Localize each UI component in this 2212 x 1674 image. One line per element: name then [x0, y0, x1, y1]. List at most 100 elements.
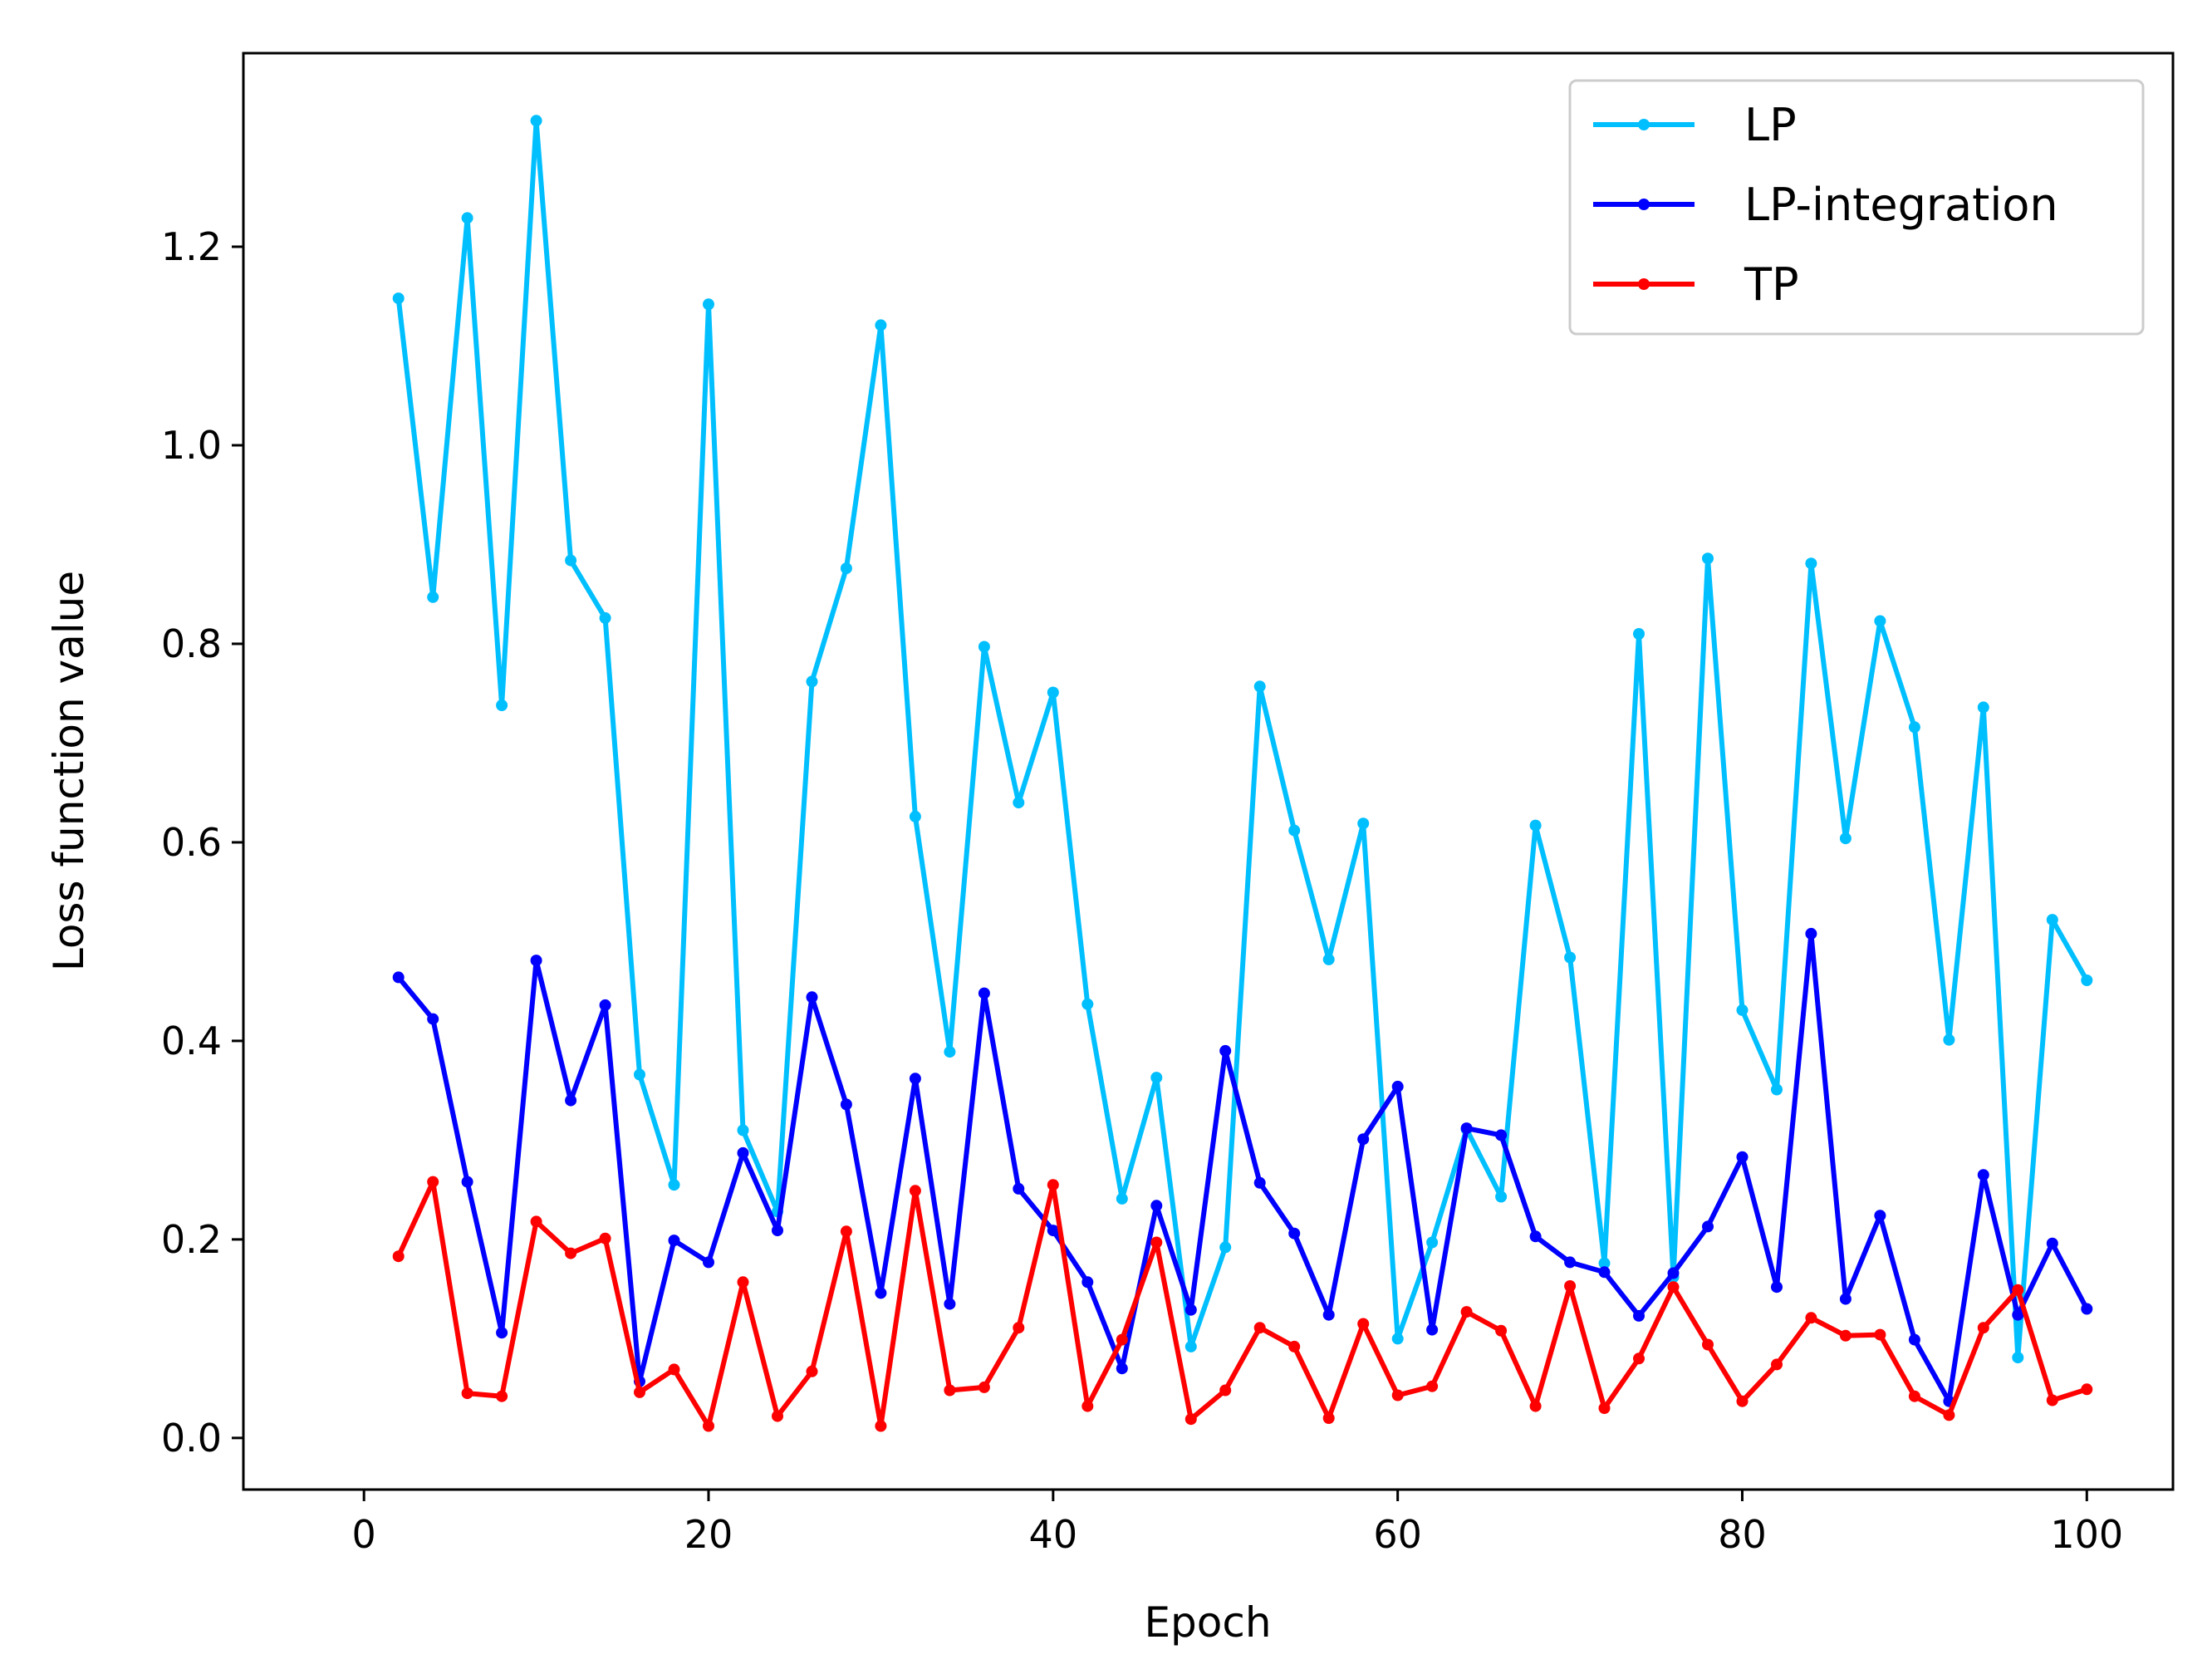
data-point-lp	[496, 700, 508, 711]
data-point-lp	[1702, 552, 1714, 565]
data-point-lp	[1150, 1072, 1163, 1084]
data-point-lp	[944, 1046, 956, 1058]
y-tick-label: 0.4	[161, 1019, 222, 1063]
legend-box	[1568, 79, 2145, 336]
data-point-lp-integration	[2046, 1237, 2058, 1249]
data-point-tp	[1771, 1358, 1783, 1371]
data-point-lp-integration	[668, 1235, 680, 1247]
legend-marker-tp	[1638, 278, 1650, 290]
y-tick-label: 0.2	[161, 1217, 222, 1262]
data-point-tp	[1702, 1338, 1714, 1351]
series-lp-integration	[392, 927, 2093, 1407]
data-point-tp	[496, 1390, 508, 1402]
x-axis-label: Epoch	[1144, 1598, 1271, 1647]
data-point-lp	[1426, 1236, 1439, 1249]
data-point-lp-integration	[703, 1256, 714, 1269]
data-point-lp	[530, 115, 542, 127]
legend-marker-lp	[1638, 119, 1650, 130]
data-point-tp	[1219, 1384, 1232, 1397]
data-point-lp	[1391, 1333, 1404, 1345]
data-point-lp-integration	[1977, 1169, 1989, 1181]
data-point-tp	[634, 1386, 645, 1398]
data-point-lp	[1495, 1190, 1508, 1203]
data-point-lp	[1529, 819, 1542, 832]
data-point-lp	[1322, 953, 1335, 965]
data-point-lp	[2046, 914, 2058, 926]
data-point-lp-integration	[392, 971, 405, 984]
series-line-tp	[395, 1179, 2090, 1429]
data-point-tp	[978, 1381, 990, 1393]
data-point-lp	[1047, 686, 1059, 699]
data-point-lp-integration	[1288, 1227, 1301, 1240]
data-point-lp-integration	[2081, 1303, 2093, 1315]
data-point-tp	[1805, 1312, 1817, 1324]
data-point-lp	[1598, 1257, 1611, 1269]
data-point-lp-integration	[1391, 1080, 1404, 1092]
data-point-tp	[1391, 1389, 1404, 1402]
data-point-lp	[427, 591, 439, 603]
data-point-tp	[1081, 1400, 1094, 1412]
data-point-lp	[1805, 557, 1817, 570]
data-point-tp	[565, 1247, 577, 1259]
data-point-tp	[1633, 1352, 1645, 1365]
data-point-lp	[840, 562, 852, 575]
data-point-lp	[1253, 680, 1266, 693]
data-point-lp	[668, 1179, 680, 1191]
plot-frame	[242, 52, 2175, 1491]
data-point-tp	[875, 1420, 887, 1432]
data-point-lp	[599, 611, 611, 624]
data-point-lp	[737, 1124, 749, 1136]
data-point-lp	[1943, 1033, 1955, 1046]
data-point-lp-integration	[427, 1013, 439, 1025]
data-point-lp	[1977, 701, 1989, 714]
data-point-lp	[703, 298, 714, 311]
data-point-lp-integration	[806, 991, 818, 1004]
data-point-lp-integration	[1702, 1220, 1714, 1233]
legend-entry-lp: LP	[1593, 99, 1797, 151]
data-point-tp	[461, 1387, 473, 1400]
series-line-lp-integration	[395, 930, 2090, 1404]
data-point-lp-integration	[530, 955, 542, 967]
data-point-lp	[1874, 615, 1886, 627]
data-point-tp	[1564, 1280, 1577, 1292]
data-point-lp	[392, 292, 405, 305]
data-point-lp	[2012, 1352, 2024, 1364]
data-point-lp-integration	[1116, 1362, 1128, 1375]
data-point-tp	[2012, 1284, 2024, 1296]
data-point-lp-integration	[1047, 1225, 1059, 1237]
data-point-tp	[772, 1410, 783, 1422]
data-point-tp	[1253, 1322, 1266, 1334]
data-point-lp	[461, 212, 473, 224]
y-tick-label: 1.2	[161, 224, 222, 269]
data-point-tp	[1357, 1318, 1370, 1330]
data-point-tp	[2081, 1383, 2093, 1396]
data-point-lp-integration	[1529, 1230, 1542, 1243]
data-point-tp	[1460, 1306, 1473, 1318]
data-point-lp-integration	[1426, 1323, 1439, 1336]
legend-label-lp-integration: LP-integration	[1744, 179, 2058, 231]
data-point-lp-integration	[599, 999, 611, 1011]
data-point-lp	[1736, 1004, 1749, 1016]
data-point-lp	[565, 554, 577, 567]
legend-label-tp: TP	[1744, 258, 1799, 311]
data-point-lp-integration	[840, 1098, 852, 1111]
data-point-tp	[599, 1232, 611, 1244]
x-axis: 0 20 40 60 80 100	[352, 1490, 2123, 1557]
data-point-lp-integration	[1322, 1308, 1335, 1321]
data-point-tp	[737, 1276, 749, 1289]
series-lp	[392, 115, 2093, 1364]
data-point-lp-integration	[1253, 1176, 1266, 1189]
data-point-lp	[1184, 1340, 1197, 1352]
legend-label-lp: LP	[1744, 99, 1797, 151]
data-point-tp	[1943, 1409, 1955, 1421]
data-point-lp-integration	[565, 1094, 577, 1107]
x-tick-label: 40	[1029, 1512, 1078, 1557]
data-point-tp	[909, 1185, 921, 1197]
legend-entry-lp-integration: LP-integration	[1593, 179, 2058, 231]
data-point-lp	[1013, 797, 1025, 809]
x-tick-label: 60	[1373, 1512, 1422, 1557]
x-tick-label: 100	[2050, 1512, 2123, 1557]
data-point-tp	[1667, 1281, 1680, 1294]
data-point-lp-integration	[1771, 1281, 1783, 1294]
